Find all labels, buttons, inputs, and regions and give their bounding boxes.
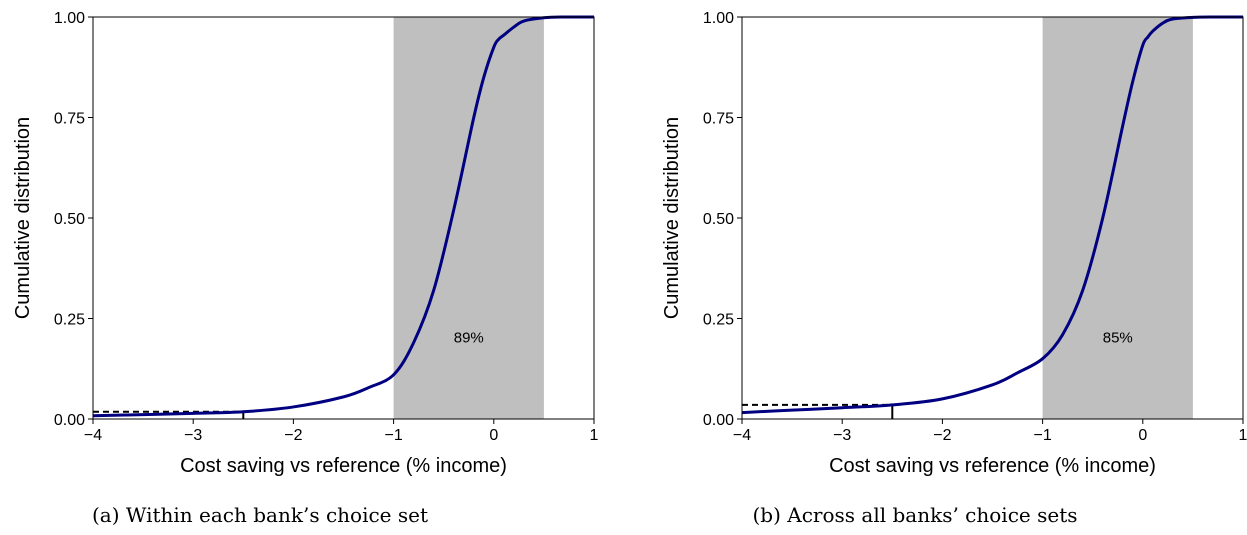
- y-tick-label: 0.75: [54, 111, 85, 128]
- y-tick-label: 0.50: [54, 211, 85, 228]
- y-tick-label: 1.00: [54, 10, 85, 27]
- y-axis-label: Cumulative distribution: [12, 117, 34, 319]
- y-tick-label: 0.50: [703, 211, 734, 228]
- band-percentage-label: 85%: [1103, 330, 1133, 347]
- y-axis-label: Cumulative distribution: [661, 117, 683, 319]
- shaded-band: [1042, 17, 1193, 419]
- x-tick-label: −1: [384, 427, 402, 444]
- shaded-band: [393, 17, 544, 419]
- x-tick-label: −1: [1033, 427, 1051, 444]
- cdf-series-line: [741, 15, 1244, 415]
- x-tick-label: −2: [284, 427, 302, 444]
- y-tick-label: 0.75: [703, 111, 734, 128]
- panel-caption: (a) Within each bank’s choice set: [92, 503, 428, 527]
- y-tick-label: 0.25: [703, 312, 734, 329]
- x-tick-label: −2: [933, 427, 951, 444]
- x-tick-label: 0: [489, 427, 498, 444]
- x-tick-label: 1: [590, 427, 599, 444]
- x-tick-label: 0: [1138, 427, 1147, 444]
- y-tick-label: 1.00: [703, 10, 734, 27]
- x-tick-label: −3: [184, 427, 202, 444]
- x-tick-label: 1: [1239, 427, 1247, 444]
- y-tick-label: 0.00: [703, 412, 734, 429]
- chart-panel-a: 89% −4 −3 −2 −1 0 1 0.00 0.25 0.50 0.75 1.00 Cost sa…: [12, 10, 599, 527]
- cdf-series-line: [92, 15, 595, 418]
- x-axis-label: Cost saving vs reference (% income): [829, 455, 1156, 477]
- panel-caption: (b) Across all banks’ choice sets: [753, 503, 1078, 527]
- chart-panel-b: 85% −4 −3 −2 −1 0 1 0.00 0.25 0.50 0.75 1.00 Cost sa…: [661, 10, 1247, 527]
- band-percentage-label: 89%: [454, 330, 484, 347]
- y-tick-label: 0.00: [54, 412, 85, 429]
- y-tick-label: 0.25: [54, 312, 85, 329]
- x-tick-label: −4: [84, 427, 102, 444]
- x-tick-label: −3: [833, 427, 851, 444]
- x-axis-label: Cost saving vs reference (% income): [180, 455, 507, 477]
- x-tick-label: −4: [733, 427, 751, 444]
